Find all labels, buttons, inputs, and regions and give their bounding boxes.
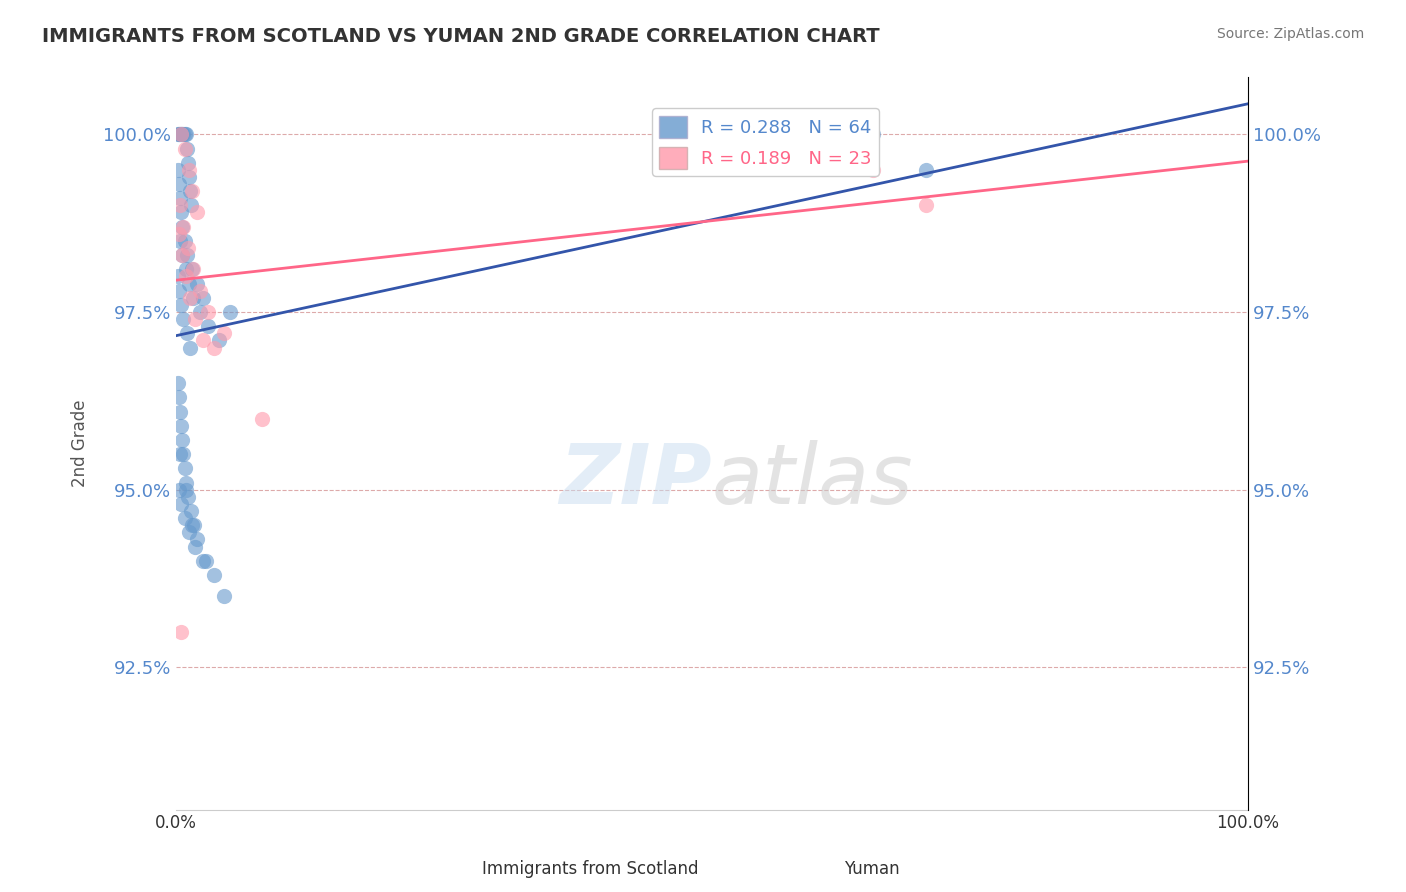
Point bbox=[862, 128, 884, 142]
Point bbox=[208, 334, 231, 348]
Point bbox=[186, 533, 208, 547]
Point bbox=[176, 248, 198, 262]
Point bbox=[172, 219, 194, 234]
Point bbox=[170, 418, 193, 433]
Text: ZIP: ZIP bbox=[560, 440, 711, 521]
Point bbox=[173, 234, 195, 248]
Point bbox=[173, 128, 195, 142]
Point bbox=[184, 312, 207, 326]
Point bbox=[173, 128, 195, 142]
Point bbox=[174, 483, 197, 497]
Text: IMMIGRANTS FROM SCOTLAND VS YUMAN 2ND GRADE CORRELATION CHART: IMMIGRANTS FROM SCOTLAND VS YUMAN 2ND GR… bbox=[42, 27, 880, 45]
Point bbox=[172, 433, 194, 447]
Point bbox=[195, 554, 218, 568]
Point bbox=[170, 128, 193, 142]
Point bbox=[202, 568, 225, 582]
Point bbox=[915, 198, 938, 212]
Point bbox=[181, 518, 204, 533]
Point bbox=[169, 447, 191, 461]
Text: Immigrants from Scotland: Immigrants from Scotland bbox=[482, 860, 699, 878]
Point bbox=[167, 162, 190, 177]
Point bbox=[184, 540, 207, 554]
Point bbox=[173, 511, 195, 525]
Point bbox=[181, 262, 204, 277]
Point bbox=[172, 248, 194, 262]
Point bbox=[174, 269, 197, 284]
Point bbox=[181, 184, 204, 198]
Point bbox=[191, 554, 214, 568]
Point bbox=[179, 341, 201, 355]
Point bbox=[173, 312, 195, 326]
Point bbox=[167, 128, 190, 142]
Point bbox=[173, 219, 195, 234]
Point bbox=[167, 284, 190, 298]
Point bbox=[197, 319, 219, 334]
Point bbox=[179, 184, 201, 198]
Point bbox=[181, 262, 204, 277]
Point bbox=[169, 234, 191, 248]
Point bbox=[169, 198, 191, 212]
Point bbox=[181, 291, 204, 305]
Point bbox=[169, 404, 191, 418]
Point bbox=[191, 334, 214, 348]
Point bbox=[167, 227, 190, 241]
Point bbox=[188, 284, 211, 298]
Point bbox=[170, 624, 193, 639]
Point bbox=[167, 177, 190, 191]
Point bbox=[167, 390, 190, 404]
Point bbox=[167, 269, 190, 284]
Text: Yuman: Yuman bbox=[844, 860, 900, 878]
Point bbox=[177, 162, 200, 177]
Point bbox=[188, 305, 211, 319]
Point bbox=[186, 205, 208, 219]
Point bbox=[170, 298, 193, 312]
Point bbox=[172, 248, 194, 262]
Point bbox=[169, 128, 191, 142]
Point bbox=[177, 241, 200, 255]
Text: Source: ZipAtlas.com: Source: ZipAtlas.com bbox=[1216, 27, 1364, 41]
Legend: R = 0.288   N = 64, R = 0.189   N = 23: R = 0.288 N = 64, R = 0.189 N = 23 bbox=[652, 109, 879, 176]
Point bbox=[170, 128, 193, 142]
Point bbox=[177, 155, 200, 169]
Point bbox=[186, 277, 208, 291]
Point bbox=[180, 504, 202, 518]
Point bbox=[167, 128, 190, 142]
Point bbox=[180, 198, 202, 212]
Point bbox=[170, 497, 193, 511]
Point bbox=[177, 490, 200, 504]
Point bbox=[176, 141, 198, 155]
Point bbox=[218, 305, 240, 319]
Point bbox=[174, 128, 197, 142]
Point bbox=[169, 191, 191, 205]
Point bbox=[177, 277, 200, 291]
Point bbox=[177, 169, 200, 184]
Point bbox=[174, 262, 197, 277]
Point bbox=[167, 376, 190, 390]
Y-axis label: 2nd Grade: 2nd Grade bbox=[72, 400, 89, 487]
Point bbox=[177, 525, 200, 540]
Point bbox=[174, 475, 197, 490]
Point bbox=[862, 162, 884, 177]
Point bbox=[212, 326, 235, 341]
Point bbox=[183, 518, 205, 533]
Point bbox=[173, 141, 195, 155]
Point bbox=[202, 341, 225, 355]
Point bbox=[212, 590, 235, 604]
Point bbox=[191, 291, 214, 305]
Point bbox=[173, 447, 195, 461]
Point bbox=[173, 461, 195, 475]
Point bbox=[176, 326, 198, 341]
Text: atlas: atlas bbox=[711, 440, 914, 521]
Point bbox=[170, 205, 193, 219]
Point bbox=[915, 162, 938, 177]
Point bbox=[197, 305, 219, 319]
Point bbox=[172, 128, 194, 142]
Point bbox=[250, 411, 273, 425]
Point bbox=[179, 291, 201, 305]
Point bbox=[167, 483, 190, 497]
